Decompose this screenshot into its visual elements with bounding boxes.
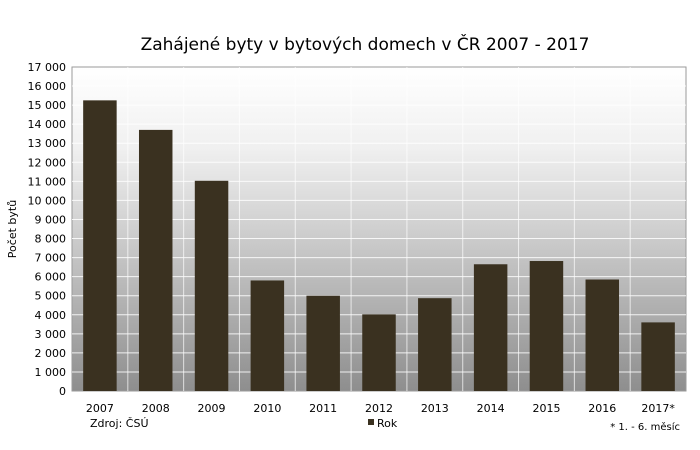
x-tick-label: 2013 (421, 402, 449, 415)
y-tick-label: 16 000 (28, 80, 67, 93)
y-axis-ticks: 0 1 000 2 000 3 000 4 000 5 000 6 000 7 000 8 00… (28, 61, 67, 398)
y-tick-label: 1 000 (35, 366, 67, 379)
x-tick-label: 2015 (532, 402, 560, 415)
x-tick-label: 2008 (142, 402, 170, 415)
y-tick-label: 6 000 (35, 271, 67, 284)
bar-2014 (473, 264, 508, 391)
y-tick-label: 8 000 (35, 233, 67, 246)
x-tick-label: 2017* (641, 402, 675, 415)
x-tick-label: 2007 (86, 402, 114, 415)
y-tick-label: 4 000 (35, 309, 67, 322)
y-tick-label: 17 000 (28, 61, 67, 74)
x-tick-label: 2016 (588, 402, 616, 415)
y-tick-label: 11 000 (28, 175, 67, 188)
bars (83, 100, 675, 392)
x-tick-label: 2014 (477, 402, 505, 415)
bar-2007 (83, 100, 117, 392)
y-tick-label: 7 000 (35, 252, 67, 265)
y-tick-label: 15 000 (28, 99, 67, 112)
x-tick-label: 2009 (198, 402, 226, 415)
y-tick-label: 0 (59, 385, 66, 398)
legend: Rok (368, 417, 398, 430)
bar-2008 (138, 129, 173, 392)
bar-2013 (418, 298, 452, 391)
bar-2015 (529, 261, 564, 391)
y-axis-title: Počet bytů (6, 200, 19, 258)
y-tick-label: 13 000 (28, 137, 67, 150)
y-tick-label: 2 000 (35, 347, 67, 360)
x-tick-label: 2011 (309, 402, 337, 415)
bar-2011 (306, 295, 340, 391)
legend-swatch (368, 419, 374, 425)
footnote: * 1. - 6. měsíc (610, 421, 680, 433)
y-tick-label: 3 000 (35, 328, 67, 341)
y-tick-label: 14 000 (28, 118, 67, 131)
bar-2009 (194, 180, 229, 391)
y-tick-label: 12 000 (28, 156, 67, 169)
chart-title: Zahájené byty v bytových domech v ČR 200… (141, 33, 590, 55)
grid-lines (72, 67, 686, 391)
bar-2010 (250, 280, 285, 391)
source-note: Zdroj: ČSÚ (90, 417, 149, 430)
y-tick-label: 9 000 (35, 213, 67, 226)
bar-2012 (362, 314, 396, 391)
bar-2017* (641, 322, 675, 391)
legend-label: Rok (377, 417, 398, 430)
x-tick-label: 2012 (365, 402, 393, 415)
y-tick-label: 10 000 (28, 194, 67, 207)
bar-2016 (585, 279, 620, 391)
x-tick-label: 2010 (253, 402, 281, 415)
y-tick-label: 5 000 (35, 290, 67, 303)
x-axis-ticks: 2007 2008 2009 2010 2011 2012 2013 2014 2015 2016… (86, 402, 675, 415)
